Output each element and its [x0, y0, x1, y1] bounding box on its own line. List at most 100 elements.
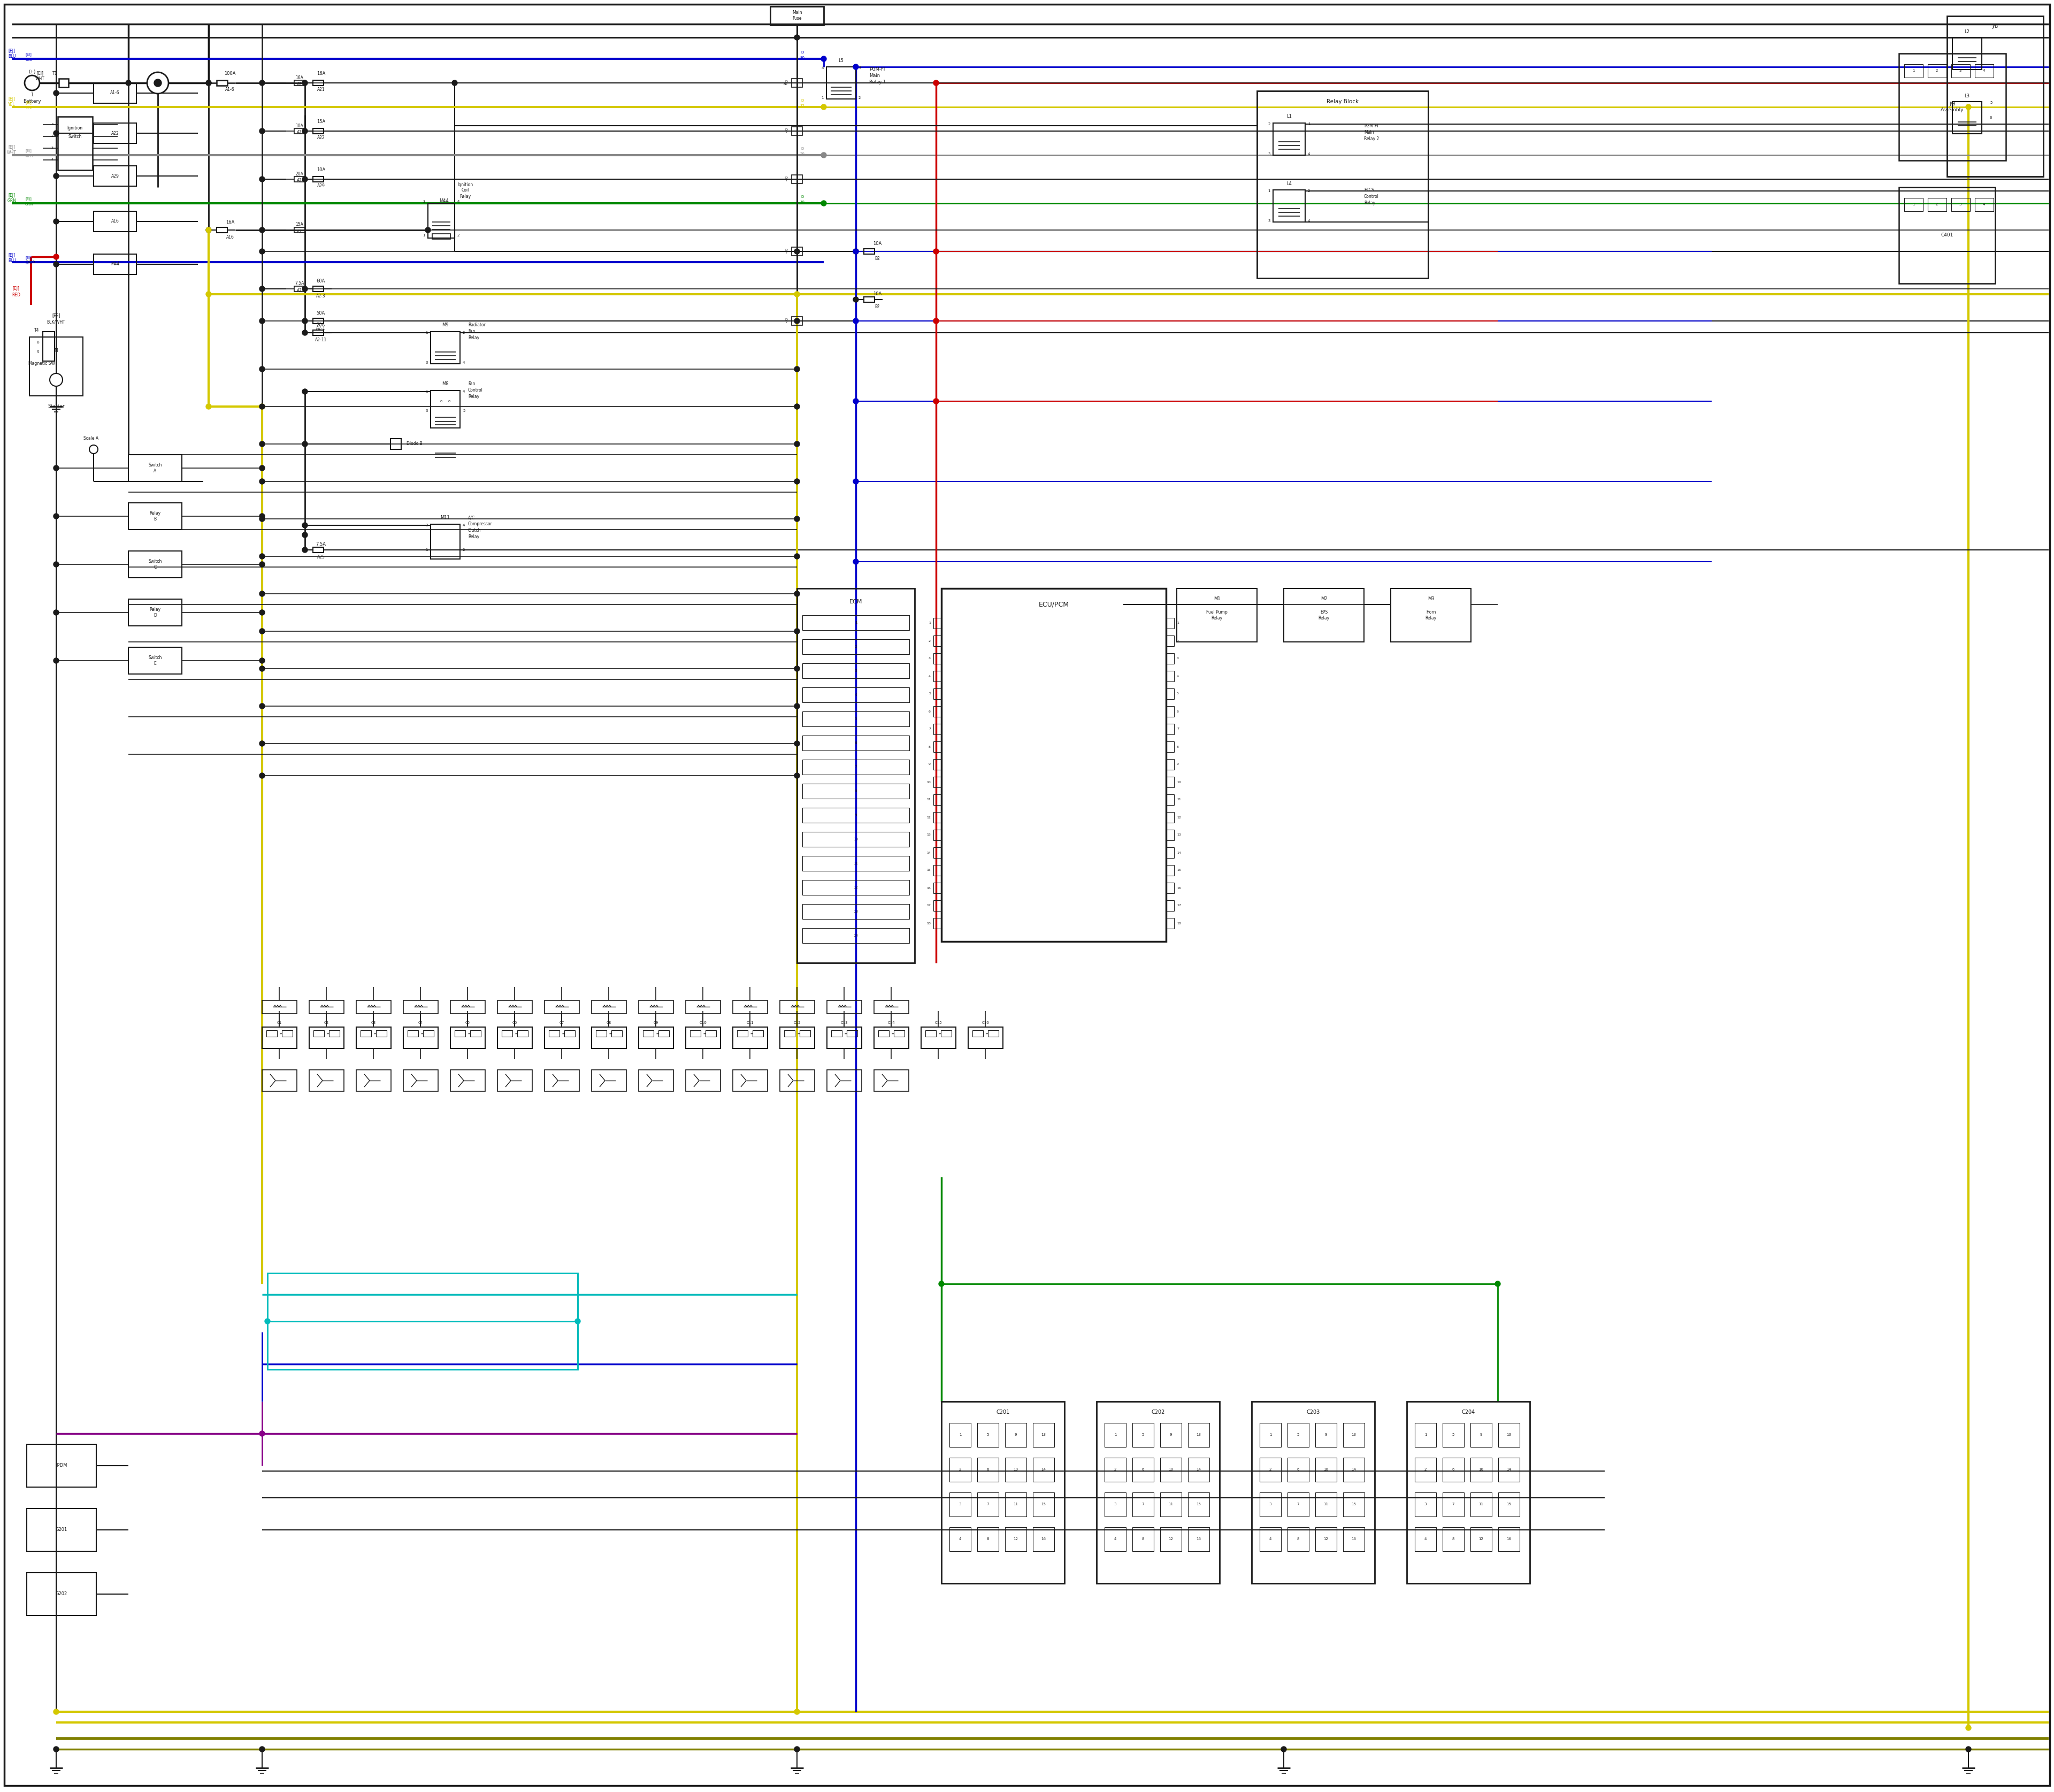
Text: 4: 4	[959, 1538, 961, 1541]
Text: RED: RED	[12, 292, 21, 297]
Text: 15: 15	[1041, 1503, 1045, 1505]
Text: 3: 3	[854, 668, 857, 672]
Text: [EJ]: [EJ]	[25, 100, 31, 104]
Bar	[1132, 1527, 1154, 1552]
Bar	[1187, 1457, 1210, 1482]
Text: A?: A?	[298, 131, 302, 134]
Text: L1: L1	[1286, 115, 1292, 118]
Text: 3: 3	[425, 360, 427, 364]
Text: GRN: GRN	[25, 202, 33, 206]
Text: 4: 4	[854, 694, 857, 697]
Text: C4: C4	[417, 1021, 423, 1025]
Circle shape	[259, 658, 265, 663]
Bar	[791, 79, 803, 88]
Bar	[94, 211, 136, 231]
Bar	[803, 640, 910, 654]
Bar	[1415, 1527, 1436, 1552]
Text: L2: L2	[1964, 30, 1970, 34]
Text: WHT: WHT	[6, 151, 16, 154]
Bar	[310, 1070, 343, 1091]
Text: C2: C2	[325, 1021, 329, 1025]
Circle shape	[53, 1747, 60, 1753]
Text: Radiator: Radiator	[468, 323, 485, 328]
Text: Fan: Fan	[468, 382, 474, 387]
Text: 11: 11	[1323, 1503, 1329, 1505]
Bar	[972, 1030, 984, 1038]
Circle shape	[53, 219, 60, 224]
Text: 6: 6	[1177, 710, 1179, 713]
Text: A22: A22	[316, 136, 325, 140]
Text: A?: A?	[298, 179, 302, 183]
Text: [EJ]: [EJ]	[25, 149, 31, 152]
Text: 2: 2	[859, 97, 861, 100]
Text: 14: 14	[1177, 851, 1181, 855]
Text: 3: 3	[425, 523, 427, 527]
Bar	[294, 129, 304, 134]
Text: 18: 18	[926, 921, 930, 925]
Bar	[612, 1030, 622, 1038]
Text: B?: B?	[875, 305, 879, 308]
Bar	[1497, 1527, 1520, 1552]
Text: 2: 2	[1267, 122, 1269, 125]
Bar	[803, 928, 910, 943]
Text: 15: 15	[926, 869, 930, 871]
Circle shape	[795, 292, 799, 297]
Bar	[29, 337, 82, 396]
Text: 5: 5	[986, 1434, 990, 1435]
Bar	[1442, 1457, 1465, 1482]
Text: 13: 13	[926, 833, 930, 837]
Text: Control: Control	[1364, 194, 1378, 199]
Text: Main: Main	[869, 73, 879, 79]
Text: L5: L5	[838, 57, 844, 63]
Text: 5: 5	[1990, 100, 1992, 104]
Bar	[1167, 742, 1175, 753]
Circle shape	[452, 81, 458, 86]
Bar	[1161, 1457, 1181, 1482]
Bar	[846, 1030, 857, 1038]
Text: 11: 11	[1479, 1503, 1483, 1505]
Bar	[752, 1030, 764, 1038]
Circle shape	[933, 319, 939, 324]
Text: 15: 15	[1352, 1503, 1356, 1505]
Text: 12: 12	[1169, 1538, 1173, 1541]
Text: Switch
E: Switch E	[148, 656, 162, 667]
Circle shape	[852, 398, 859, 403]
Circle shape	[259, 740, 265, 745]
Bar	[127, 647, 183, 674]
Bar	[1259, 1493, 1282, 1516]
Text: 2: 2	[928, 640, 930, 642]
Circle shape	[53, 254, 60, 260]
Bar	[1288, 1457, 1308, 1482]
Bar	[832, 1030, 842, 1038]
Bar	[1471, 1457, 1491, 1482]
Bar	[127, 550, 183, 577]
Text: Relay
D: Relay D	[150, 607, 160, 618]
Text: M2: M2	[1321, 597, 1327, 602]
Text: 4: 4	[1308, 152, 1310, 156]
Circle shape	[259, 629, 265, 634]
Bar	[1004, 1527, 1027, 1552]
Text: C13: C13	[840, 1021, 848, 1025]
Text: 3: 3	[1267, 152, 1269, 156]
Circle shape	[795, 667, 799, 672]
Text: D
?: D ?	[785, 249, 787, 254]
Bar	[294, 177, 304, 181]
Text: 7: 7	[928, 728, 930, 731]
Bar	[1187, 1527, 1210, 1552]
Text: 13: 13	[1177, 833, 1181, 837]
Text: 6: 6	[1452, 1468, 1454, 1471]
Text: 1: 1	[1113, 1434, 1117, 1435]
Bar	[933, 688, 941, 699]
Bar	[407, 1030, 419, 1038]
Text: 5: 5	[1142, 1434, 1144, 1435]
Text: 4: 4	[928, 676, 930, 677]
Text: YEL: YEL	[8, 102, 16, 108]
Text: Relay: Relay	[1364, 201, 1376, 204]
Text: Starter: Starter	[47, 405, 64, 409]
Circle shape	[259, 249, 265, 254]
Text: Switch
C: Switch C	[148, 559, 162, 570]
Bar	[1471, 1493, 1491, 1516]
Bar	[791, 247, 803, 256]
Text: 8: 8	[1452, 1538, 1454, 1541]
Text: D: D	[801, 99, 803, 102]
